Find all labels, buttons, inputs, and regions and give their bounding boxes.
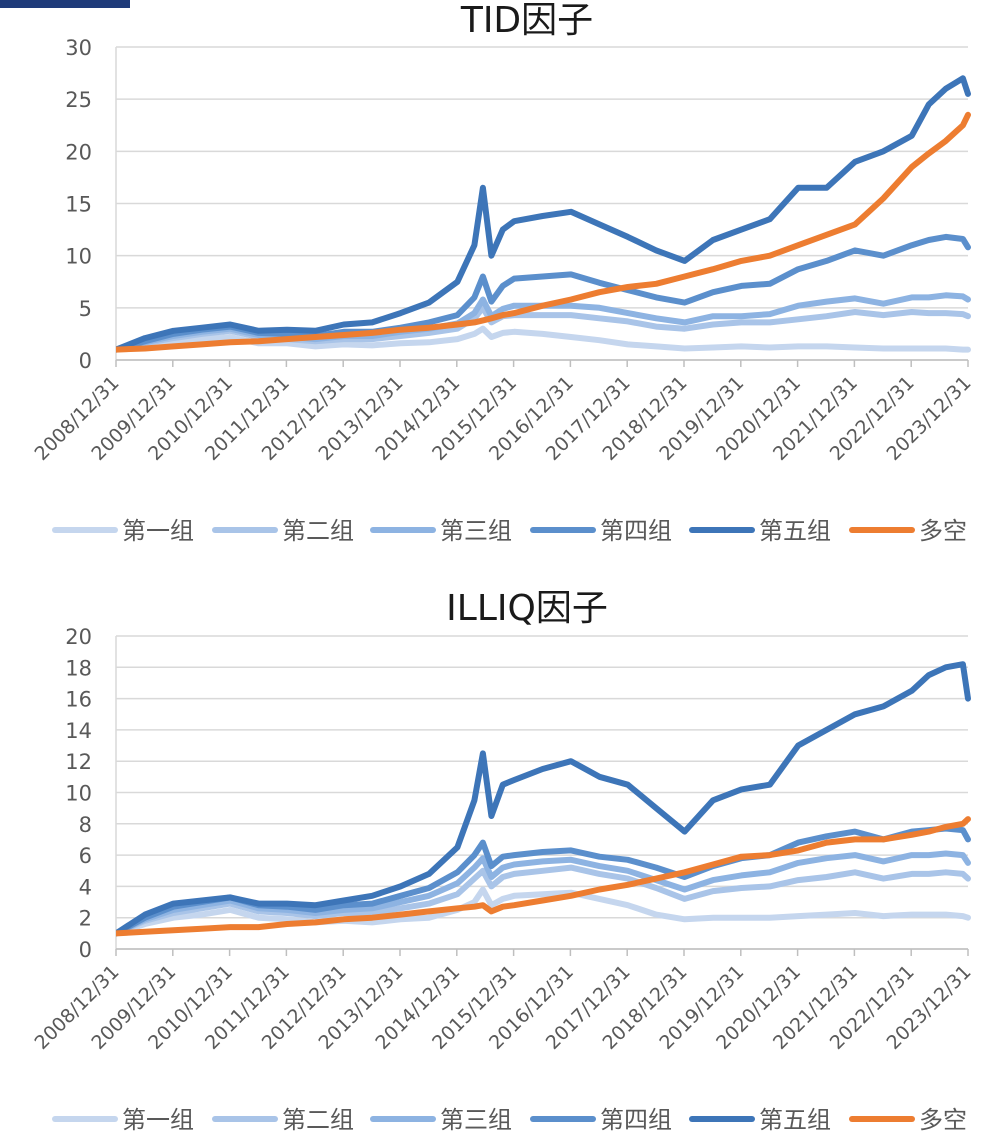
- y-tick-label: 0: [79, 349, 92, 373]
- series-line: [116, 75, 971, 353]
- y-tick-label: 16: [65, 688, 92, 712]
- y-tick-label: 4: [79, 875, 92, 899]
- y-tick-label: 10: [65, 782, 92, 806]
- legend-label: 多空: [919, 1106, 967, 1134]
- legend-label: 第四组: [600, 1106, 672, 1134]
- y-tick-label: 12: [65, 750, 92, 774]
- legend-label: 第二组: [282, 1106, 354, 1134]
- legend-label: 第四组: [600, 517, 672, 545]
- y-tick-label: 0: [79, 938, 92, 962]
- y-tick-label: 25: [65, 88, 92, 112]
- series-line: [116, 850, 971, 937]
- corner-header-fragment: [0, 0, 130, 8]
- illiq-factor-chart: ILLIQ因子024681012141618202008/12/312009/1…: [31, 588, 976, 1134]
- series-line: [116, 886, 971, 937]
- series-line: [116, 661, 971, 937]
- y-tick-label: 30: [65, 36, 92, 60]
- y-tick-label: 14: [65, 719, 92, 743]
- y-tick-label: 6: [79, 844, 92, 868]
- series-line: [116, 325, 971, 353]
- chart-title: ILLIQ因子: [446, 588, 608, 629]
- y-tick-label: 10: [65, 245, 92, 269]
- series-line: [116, 233, 971, 353]
- series-line: [116, 864, 971, 937]
- legend-label: 第五组: [759, 517, 831, 545]
- legend-label: 第三组: [440, 517, 512, 545]
- legend-label: 第五组: [759, 1106, 831, 1134]
- legend-label: 第二组: [282, 517, 354, 545]
- legend-label: 多空: [919, 517, 967, 545]
- y-tick-label: 20: [65, 140, 92, 164]
- legend-label: 第一组: [122, 517, 194, 545]
- y-tick-label: 20: [65, 625, 92, 649]
- chart-title: TID因子: [460, 0, 593, 41]
- legend-label: 第一组: [122, 1106, 194, 1134]
- series-line: [116, 816, 971, 937]
- y-tick-label: 5: [79, 297, 92, 321]
- y-tick-label: 2: [79, 907, 92, 931]
- y-tick-label: 15: [65, 193, 92, 217]
- tid-factor-chart: TID因子0510152025302008/12/312009/12/31201…: [31, 0, 976, 545]
- y-tick-label: 18: [65, 656, 92, 680]
- legend-label: 第三组: [440, 1106, 512, 1134]
- series-line: [116, 111, 971, 353]
- y-tick-label: 8: [79, 813, 92, 837]
